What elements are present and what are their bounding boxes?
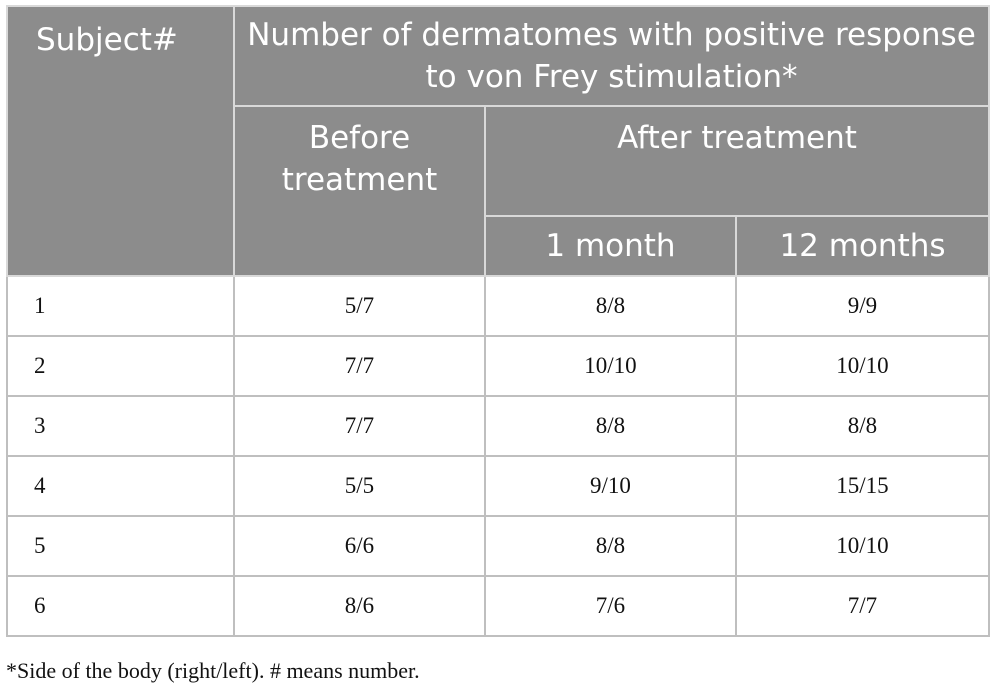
table-row: 3 7/7 8/8 8/8 [6, 395, 990, 457]
header-one-month: 1 month [484, 215, 737, 277]
header-before-treatment: Before treatment [233, 105, 486, 277]
header-row-3: 1 month 12 months [7, 215, 990, 277]
cell-before: 5/5 [233, 455, 486, 517]
header-subject: Subject# [6, 5, 235, 277]
cell-before: 7/7 [233, 395, 486, 457]
cell-before: 7/7 [233, 335, 486, 397]
cell-twelve-months: 10/10 [735, 335, 990, 397]
cell-one-month: 7/6 [484, 575, 737, 637]
header-twelve-months: 12 months [735, 215, 990, 277]
header-main: Number of dermatomes with positive respo… [233, 5, 990, 107]
cell-subject: 5 [6, 515, 235, 577]
cell-one-month: 8/8 [484, 395, 737, 457]
cell-twelve-months: 9/9 [735, 275, 990, 337]
cell-twelve-months: 7/7 [735, 575, 990, 637]
cell-subject: 1 [6, 275, 235, 337]
header-row-1: Subject# Number of dermatomes with posit… [6, 5, 990, 277]
header-row-2: Before treatment After treatment [7, 105, 990, 277]
table-row: 1 5/7 8/8 9/9 [6, 275, 990, 337]
cell-subject: 4 [6, 455, 235, 517]
table-row: 2 7/7 10/10 10/10 [6, 335, 990, 397]
cell-subject: 3 [6, 395, 235, 457]
cell-one-month: 8/8 [484, 515, 737, 577]
cell-twelve-months: 8/8 [735, 395, 990, 457]
cell-twelve-months: 10/10 [735, 515, 990, 577]
table-body: 1 5/7 8/8 9/9 2 7/7 10/10 10/10 3 7/7 8/… [6, 275, 990, 637]
cell-before: 6/6 [233, 515, 486, 577]
cell-before: 5/7 [233, 275, 486, 337]
cell-before: 8/6 [233, 575, 486, 637]
table-header: Subject# Number of dermatomes with posit… [6, 5, 990, 277]
table-row: 4 5/5 9/10 15/15 [6, 455, 990, 517]
cell-subject: 6 [6, 575, 235, 637]
cell-one-month: 8/8 [484, 275, 737, 337]
cell-one-month: 10/10 [484, 335, 737, 397]
dermatome-table: Subject# Number of dermatomes with posit… [6, 5, 990, 637]
table-footnote: *Side of the body (right/left). # means … [6, 658, 420, 683]
table-row: 6 8/6 7/6 7/7 [6, 575, 990, 637]
header-after-treatment: After treatment [484, 105, 990, 217]
cell-one-month: 9/10 [484, 455, 737, 517]
cell-twelve-months: 15/15 [735, 455, 990, 517]
data-table-container: Subject# Number of dermatomes with posit… [6, 5, 990, 637]
cell-subject: 2 [6, 335, 235, 397]
table-row: 5 6/6 8/8 10/10 [6, 515, 990, 577]
